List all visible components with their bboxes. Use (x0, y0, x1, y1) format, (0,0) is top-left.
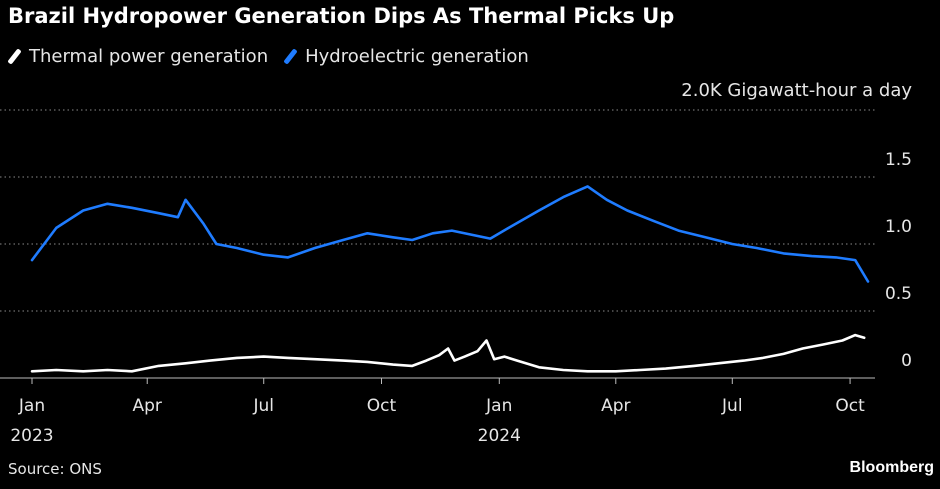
legend-item-thermal: Thermal power generation (7, 46, 269, 67)
y-tick-label-1: 1.0 (885, 217, 912, 237)
x-tick-year-0: 2023 (10, 426, 53, 446)
legend-item-hydro: Hydroelectric generation (283, 46, 529, 67)
y-axis-unit-label: 2.0K Gigawatt-hour a day (681, 80, 912, 101)
legend: Thermal power generation Hydroelectric g… (7, 46, 545, 67)
bloomberg-logo: Bloomberg (849, 459, 934, 476)
y-tick-label-zero: 0 (901, 351, 912, 371)
x-tick-label-3: Oct (367, 396, 397, 416)
y-tick-label-2: 1.5 (885, 150, 912, 170)
chart-title: Brazil Hydropower Generation Dips As The… (8, 4, 675, 28)
x-tick-label-4: Jan (485, 396, 512, 416)
series-line-thermal (30, 333, 866, 373)
series-line-hydro (30, 185, 870, 283)
legend-label-hydro: Hydroelectric generation (305, 46, 529, 67)
x-tick-label-0: Jan (18, 396, 45, 416)
x-tick-label-6: Jul (721, 396, 743, 416)
x-tick-label-1: Apr (133, 396, 162, 416)
source-note: Source: ONS (8, 460, 102, 478)
x-tick-label-7: Oct (835, 396, 865, 416)
y-tick-label-0: 0.5 (885, 284, 912, 304)
x-tick-label-5: Apr (601, 396, 630, 416)
x-tick-label-2: Jul (252, 396, 274, 416)
legend-label-thermal: Thermal power generation (29, 46, 269, 67)
x-tick-year-4: 2024 (478, 426, 521, 446)
